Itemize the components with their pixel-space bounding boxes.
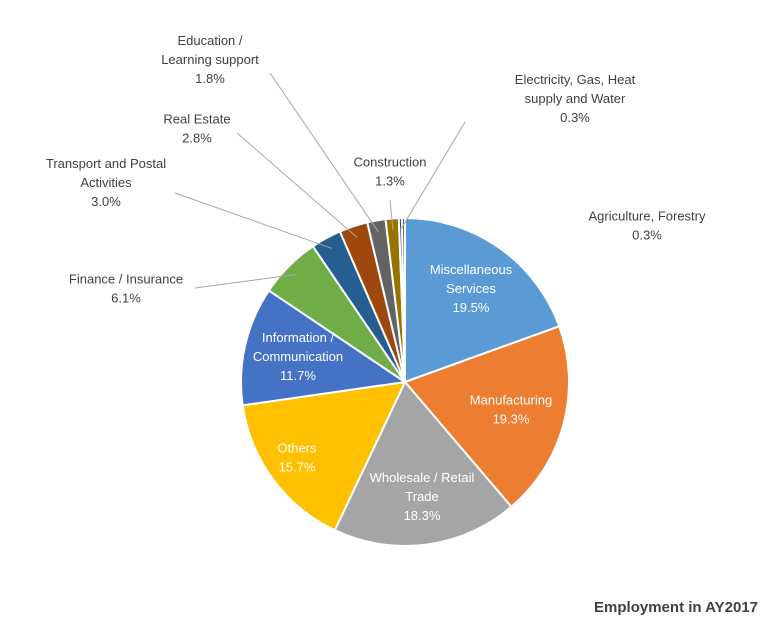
slice-percent: 18.3% bbox=[404, 508, 441, 523]
slice-label: Real Estate 2.8% bbox=[163, 112, 230, 146]
slice-percent: 0.3% bbox=[632, 228, 662, 243]
pie-slice-others bbox=[241, 380, 407, 532]
pie-slices bbox=[240, 216, 570, 547]
slice-percent: 11.7% bbox=[280, 368, 316, 383]
slice-label: Education / Learning support 1.8% bbox=[161, 33, 259, 86]
slice-percent: 2.8% bbox=[182, 131, 212, 146]
slice-name: Construction bbox=[354, 155, 427, 170]
slice-percent: 0.3% bbox=[560, 110, 590, 125]
slice-label: Manufacturing 19.3% bbox=[470, 393, 552, 427]
slice-name: Education / bbox=[177, 33, 242, 48]
slice-name: Information / bbox=[262, 330, 335, 345]
slice-name: Agriculture, Forestry bbox=[588, 209, 706, 224]
slice-labels: Miscellaneous Services 19.5% Manufacturing 1… bbox=[46, 33, 706, 523]
slice-name: Real Estate bbox=[163, 112, 230, 127]
slice-label: Wholesale / Retail Trade 18.3% bbox=[370, 470, 475, 523]
pie-slice-wholesale-retail-trade bbox=[333, 380, 513, 547]
chart-title: Employment in AY2017 bbox=[594, 599, 758, 616]
slice-name: Miscellaneous bbox=[430, 262, 513, 277]
slice-percent: 1.8% bbox=[195, 71, 225, 86]
slice-label: Construction 1.3% bbox=[354, 155, 427, 189]
slice-label: Others 15.7% bbox=[277, 441, 317, 475]
slice-name: Communication bbox=[253, 349, 343, 364]
slice-label: Agriculture, Forestry 0.3% bbox=[588, 209, 706, 243]
leader-line bbox=[236, 132, 358, 238]
slice-label: Transport and Postal Activities 3.0% bbox=[46, 156, 166, 209]
slice-name: supply and Water bbox=[525, 91, 626, 106]
slice-label: Electricity, Gas, Heat supply and Water 0.… bbox=[515, 72, 636, 125]
pie-slice-information-communication bbox=[240, 289, 408, 407]
pie-slice-miscellaneous-services bbox=[404, 216, 561, 384]
pie-slice-agriculture-forestry bbox=[400, 216, 406, 383]
slice-name: Electricity, Gas, Heat bbox=[515, 72, 636, 87]
slice-name: Others bbox=[277, 441, 317, 456]
leader-line bbox=[400, 121, 466, 230]
slice-label: Miscellaneous Services 19.5% bbox=[430, 262, 513, 315]
leader-line bbox=[269, 72, 379, 233]
leader-line bbox=[174, 192, 332, 249]
slice-percent: 19.5% bbox=[453, 300, 490, 315]
slice-percent: 15.7% bbox=[279, 460, 316, 475]
slice-name: Manufacturing bbox=[470, 393, 552, 408]
slice-percent: 3.0% bbox=[91, 194, 121, 209]
slice-name: Finance / Insurance bbox=[69, 272, 183, 287]
slice-label: Finance / Insurance 6.1% bbox=[69, 272, 183, 306]
leader-line bbox=[194, 273, 297, 289]
slice-label: Information / Communication 11.7% bbox=[253, 330, 343, 383]
slice-percent: 6.1% bbox=[111, 291, 141, 306]
slice-percent: 19.3% bbox=[493, 412, 530, 427]
slice-name: Wholesale / Retail bbox=[370, 470, 475, 485]
slice-percent: 1.3% bbox=[375, 174, 405, 189]
slice-name: Trade bbox=[405, 489, 438, 504]
slice-name: Transport and Postal bbox=[46, 156, 166, 171]
leader-lines bbox=[174, 72, 466, 289]
slice-name: Services bbox=[446, 281, 496, 296]
pie-slice-manufacturing bbox=[403, 324, 570, 509]
leader-line bbox=[389, 199, 394, 230]
slice-name: Activities bbox=[80, 175, 132, 190]
slice-name: Learning support bbox=[161, 52, 259, 67]
